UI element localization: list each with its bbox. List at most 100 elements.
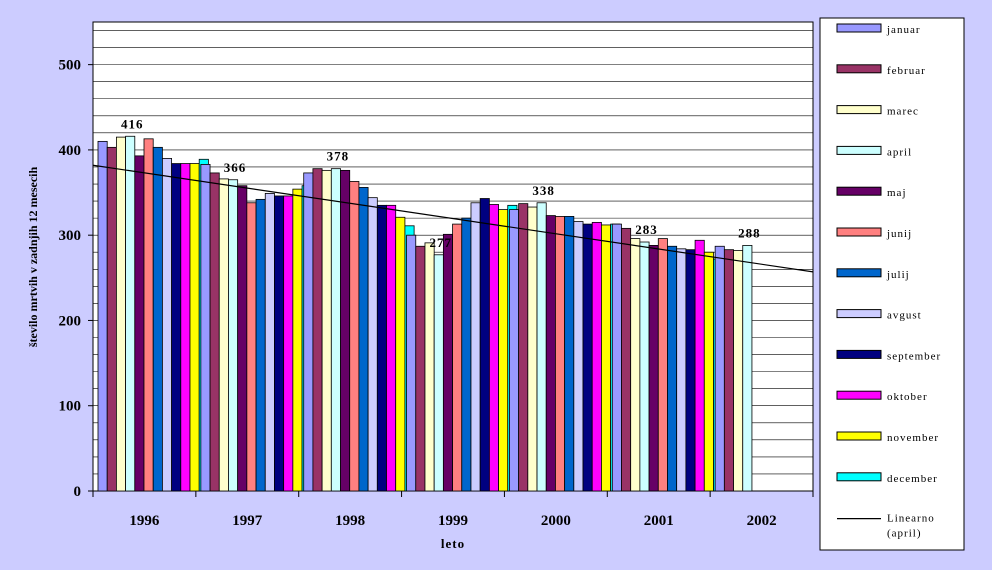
bar-maj-1998 bbox=[340, 169, 351, 492]
legend-swatch-september bbox=[836, 349, 882, 359]
data-labels: 416 366 378 277 338 283 288 bbox=[121, 116, 761, 250]
x-axis: 1996 1997 1998 1999 2000 2001 2002 bbox=[92, 491, 814, 529]
bar-oktober-2000 bbox=[591, 221, 602, 492]
x-tick-label: 2000 bbox=[541, 513, 571, 529]
bar-februar-2001 bbox=[621, 227, 632, 492]
bar-junij-2001 bbox=[657, 238, 668, 492]
x-axis-label: leto bbox=[441, 536, 465, 551]
bar-september-1996 bbox=[171, 163, 182, 492]
bar-julij-2000 bbox=[564, 216, 575, 492]
bar-marec-1996 bbox=[116, 136, 127, 492]
bar-junij-2000 bbox=[555, 216, 566, 492]
bar-april-2001 bbox=[639, 241, 650, 492]
x-tick-label: 2002 bbox=[747, 513, 777, 529]
bar-marec-1997 bbox=[218, 178, 229, 492]
y-tick-label: 300 bbox=[59, 228, 82, 244]
bar-januar-2000 bbox=[509, 209, 520, 492]
bar-julij-1997 bbox=[255, 198, 266, 492]
bar-oktober-1997 bbox=[283, 195, 294, 492]
legend-swatch-januar bbox=[836, 23, 882, 33]
bar-april-2002 bbox=[742, 245, 753, 492]
data-label: 366 bbox=[224, 160, 247, 175]
bar-avgust-1996 bbox=[161, 158, 172, 492]
bar-oktober-1999 bbox=[488, 204, 499, 492]
y-tick-label: 200 bbox=[59, 313, 82, 329]
bar-avgust-2000 bbox=[573, 221, 584, 492]
y-tick-label: 500 bbox=[59, 58, 82, 74]
bar-marec-2002 bbox=[733, 250, 744, 492]
x-tick-label: 1999 bbox=[438, 513, 468, 529]
bar-april-1996 bbox=[125, 135, 136, 492]
x-tick-label: 1997 bbox=[232, 513, 263, 529]
trendline bbox=[92, 164, 814, 273]
y-tick-label: 0 bbox=[74, 484, 82, 500]
bar-junij-1997 bbox=[246, 202, 257, 492]
bar-januar-1997 bbox=[200, 164, 211, 492]
data-label: 283 bbox=[635, 222, 658, 237]
legend-swatch-maj bbox=[836, 186, 882, 196]
legend-label-avgust: avgust bbox=[887, 310, 922, 322]
legend-swatch-avgust bbox=[836, 309, 882, 319]
bar-september-1997 bbox=[274, 195, 285, 492]
bar-julij-1998 bbox=[358, 187, 369, 492]
bar-maj-1996 bbox=[134, 155, 145, 492]
legend-swatch-april bbox=[836, 145, 882, 155]
legend-swatch-december bbox=[836, 472, 882, 482]
legend-label-junij: junij bbox=[886, 228, 912, 240]
y-tick-label: 400 bbox=[59, 143, 82, 159]
data-label: 338 bbox=[532, 183, 555, 198]
bar-oktober-1996 bbox=[180, 163, 191, 492]
bar-julij-1999 bbox=[461, 217, 472, 492]
trendline-april bbox=[92, 164, 814, 273]
legend-swatch-julij bbox=[836, 268, 882, 278]
legend-label-trendline: Linearno (april) bbox=[887, 513, 935, 540]
bar-november-1996 bbox=[189, 163, 200, 492]
legend-label-oktober: oktober bbox=[887, 391, 928, 403]
bar-februar-1996 bbox=[106, 146, 117, 492]
data-label: 277 bbox=[430, 235, 453, 250]
data-label: 378 bbox=[327, 149, 350, 164]
legend-swatch-marec bbox=[836, 105, 882, 115]
bar-maj-1999 bbox=[442, 233, 453, 492]
data-label: 288 bbox=[738, 225, 761, 240]
bar-november-2000 bbox=[601, 224, 612, 492]
y-tick-label: 100 bbox=[59, 399, 82, 415]
bar-november-1999 bbox=[498, 209, 509, 492]
legend-label-april: april bbox=[887, 146, 912, 158]
bar-februar-1999 bbox=[415, 245, 426, 492]
bar-oktober-2001 bbox=[694, 239, 705, 492]
bar-marec-2001 bbox=[630, 238, 641, 492]
bar-januar-1998 bbox=[303, 172, 314, 492]
bar-junij-1998 bbox=[349, 181, 360, 492]
legend-swatch-februar bbox=[836, 64, 882, 74]
legend-box bbox=[819, 17, 965, 551]
bar-april-2000 bbox=[536, 202, 547, 492]
legend-label-februar: februar bbox=[887, 65, 926, 77]
legend-label-julij: julij bbox=[886, 269, 910, 281]
legend-label-maj: maj bbox=[887, 187, 907, 199]
bar-september-1999 bbox=[479, 198, 490, 492]
bar-maj-1997 bbox=[237, 185, 248, 492]
bar-januar-2002 bbox=[714, 245, 725, 492]
y-axis: 0 100 200 300 400 500 bbox=[59, 22, 94, 500]
bar-september-2000 bbox=[582, 223, 593, 492]
bar-november-1998 bbox=[395, 216, 406, 492]
y-axis-label: število mrtvih v zadnjih 12 mesecih bbox=[26, 167, 40, 348]
bar-januar-1999 bbox=[406, 234, 417, 492]
bar-januar-1996 bbox=[97, 140, 108, 492]
legend-swatch-oktober bbox=[836, 390, 882, 400]
bar-junij-1996 bbox=[143, 138, 154, 492]
bar-maj-2000 bbox=[545, 215, 556, 492]
bar-september-1998 bbox=[376, 204, 387, 492]
legend-label-marec: marec bbox=[887, 106, 919, 118]
legend-swatch-november bbox=[836, 431, 882, 441]
bar-marec-2000 bbox=[527, 206, 538, 492]
bar-avgust-1997 bbox=[264, 192, 275, 492]
bar-februar-1998 bbox=[312, 168, 323, 492]
bar-januar-2001 bbox=[611, 223, 622, 492]
bars bbox=[97, 135, 753, 492]
legend-label-september: september bbox=[887, 350, 941, 362]
bar-februar-2002 bbox=[723, 249, 734, 492]
